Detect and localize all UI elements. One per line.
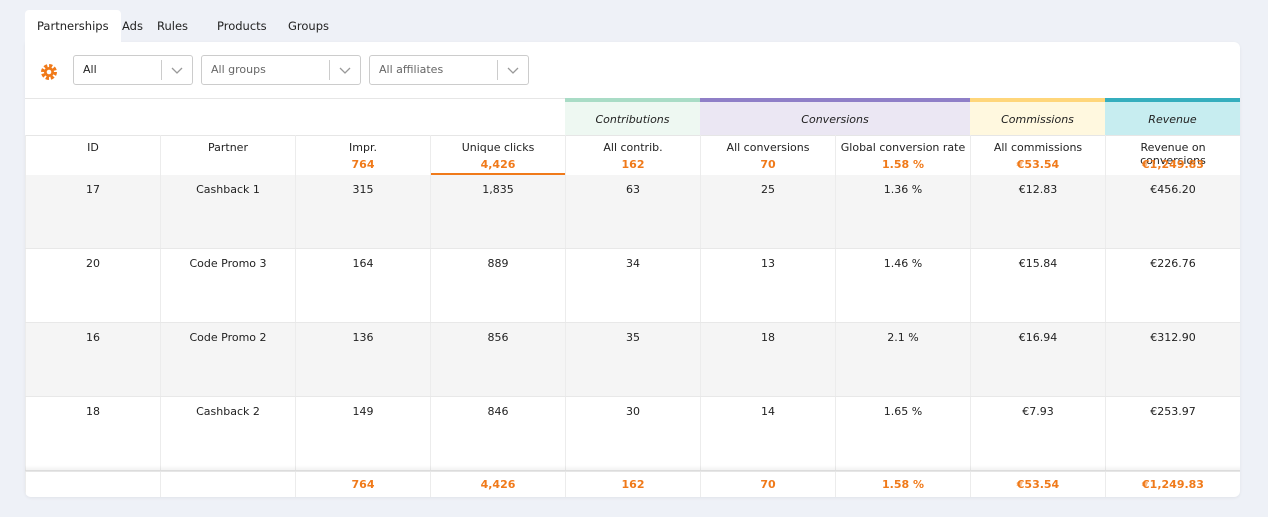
table-cell: €12.83 [970, 175, 1105, 248]
table-cell: 18 [25, 397, 160, 470]
column-total: €53.54 [1016, 158, 1060, 171]
table-cell: 1,835 [430, 175, 565, 248]
column-header: All contrib. 162 [565, 135, 700, 175]
tab[interactable]: Products [217, 19, 267, 33]
divider [25, 135, 1240, 136]
dropdown-arrow [161, 60, 192, 80]
footer-row: 764 4,426 162 70 1.58 % €53.54 €1,249.83 [25, 471, 1240, 497]
table-row: 20 Code Promo 3 164 889 34 13 1.46 % €15.84 €226… [25, 249, 1240, 323]
footer-total: 4,426 [430, 472, 565, 497]
table-cell: 2.1 % [835, 323, 970, 396]
table-cell: 164 [295, 249, 430, 322]
group-header: Contributions [565, 98, 700, 135]
footer-shadow [25, 465, 1240, 471]
table-cell: 315 [295, 175, 430, 248]
table-cell: Cashback 2 [160, 397, 295, 470]
table-cell: 25 [700, 175, 835, 248]
filter-value: All [83, 63, 97, 76]
table-cell: €7.93 [970, 397, 1105, 470]
table-cell: €456.20 [1105, 175, 1240, 248]
table-cell: Code Promo 3 [160, 249, 295, 322]
table-cell: 20 [25, 249, 160, 322]
table-cell: €16.94 [970, 323, 1105, 396]
column-header: Revenue on conversions €1,249.83 [1105, 135, 1240, 175]
column-total: 4,426 [480, 158, 516, 171]
table-cell [25, 472, 160, 497]
column-name: All commissions [993, 141, 1083, 154]
table-cell: 1.65 % [835, 397, 970, 470]
group-header: Revenue [1105, 98, 1240, 135]
filter-value: All affiliates [379, 63, 444, 76]
group-header: Conversions [700, 98, 970, 135]
table-cell: 63 [565, 175, 700, 248]
column-header: Global conversion rate 1.58 % [835, 135, 970, 175]
dropdown-arrow [329, 60, 360, 80]
table-cell: 1.36 % [835, 175, 970, 248]
sort-indicator [431, 173, 565, 175]
column-total: 764 [351, 158, 375, 171]
table-cell: 136 [295, 323, 430, 396]
footer-total: 162 [565, 472, 700, 497]
table-cell: €312.90 [1105, 323, 1240, 396]
dropdown-arrow [497, 60, 528, 80]
column-name: Revenue on conversions [1140, 141, 1206, 167]
table-cell: 17 [25, 175, 160, 248]
filter-select[interactable]: All affiliates [369, 55, 529, 85]
table-row: 17 Cashback 1 315 1,835 63 25 1.36 % €12.83 €456… [25, 175, 1240, 249]
tab[interactable]: Groups [288, 19, 330, 33]
column-name: ID [87, 141, 99, 154]
filter-select[interactable]: All [73, 55, 193, 85]
column-name: Global conversion rate [840, 141, 966, 154]
column-header: Unique clicks 4,426 [430, 135, 565, 175]
table-cell: €253.97 [1105, 397, 1240, 470]
footer-total: 70 [700, 472, 835, 497]
column-header: All conversions 70 [700, 135, 835, 175]
column-name: All contrib. [603, 141, 663, 154]
column-header: ID [25, 135, 160, 175]
column-total: 70 [760, 158, 776, 171]
tab[interactable]: Rules [157, 19, 189, 33]
footer-total: 1.58 % [835, 472, 970, 497]
table-row: 16 Code Promo 2 136 856 35 18 2.1 % €16.94 €312.… [25, 323, 1240, 397]
column-total: 1.58 % [882, 158, 924, 171]
table-cell: 889 [430, 249, 565, 322]
table-cell: 30 [565, 397, 700, 470]
column-total: 162 [621, 158, 645, 171]
table-cell: 13 [700, 249, 835, 322]
filter-value: All groups [211, 63, 266, 76]
column-name: All conversions [726, 141, 810, 154]
settings-icon[interactable] [39, 62, 59, 82]
column-name: Impr. [349, 141, 377, 154]
table-cell: 16 [25, 323, 160, 396]
column-total: €1,249.83 [1142, 158, 1204, 171]
column-header: Impr. 764 [295, 135, 430, 175]
table-cell: 856 [430, 323, 565, 396]
table-cell: 18 [700, 323, 835, 396]
table-cell: 846 [430, 397, 565, 470]
table-cell: 34 [565, 249, 700, 322]
table-cell: 149 [295, 397, 430, 470]
tab[interactable]: Partnerships [25, 10, 121, 42]
table-cell: 1.46 % [835, 249, 970, 322]
table-cell: Code Promo 2 [160, 323, 295, 396]
table-cell: €226.76 [1105, 249, 1240, 322]
footer-total: 764 [295, 472, 430, 497]
table-cell: 35 [565, 323, 700, 396]
filter-select[interactable]: All groups [201, 55, 361, 85]
column-header: All commissions €53.54 [970, 135, 1105, 175]
tab[interactable]: Ads [122, 19, 143, 33]
panel: All All groups All affiliates Contributions… [25, 42, 1240, 497]
table-cell: Cashback 1 [160, 175, 295, 248]
column-header: Partner [160, 135, 295, 175]
column-name: Partner [208, 141, 248, 154]
footer-total: €53.54 [970, 472, 1105, 497]
table-row: 18 Cashback 2 149 846 30 14 1.65 % €7.93 €253.97 [25, 397, 1240, 471]
column-name: Unique clicks [461, 141, 535, 154]
table-cell: €15.84 [970, 249, 1105, 322]
group-header: Commissions [970, 98, 1105, 135]
table-cell: 14 [700, 397, 835, 470]
table-cell [160, 472, 295, 497]
footer-total: €1,249.83 [1105, 472, 1240, 497]
